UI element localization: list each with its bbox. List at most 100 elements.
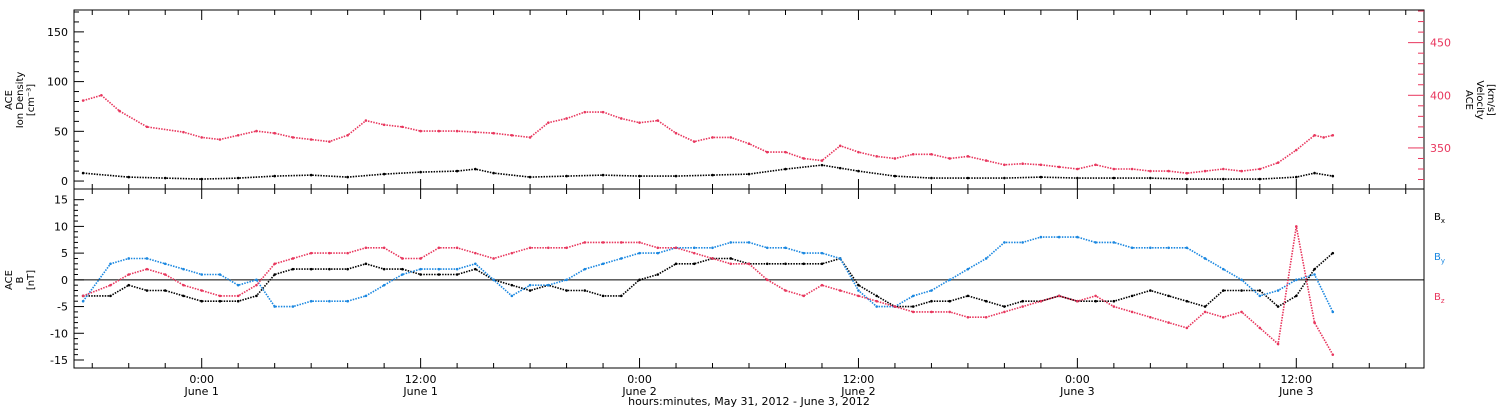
- bz-point: [1313, 321, 1316, 324]
- velocity-point: [875, 155, 879, 158]
- bz-point: [309, 251, 313, 255]
- density-point: [1185, 177, 1189, 181]
- velocity-point: [1240, 169, 1243, 173]
- bx-point: [145, 289, 149, 292]
- by-point: [948, 278, 951, 282]
- velocity-point: [656, 119, 660, 122]
- bz-point: [1185, 326, 1189, 330]
- legend-bz: Bz: [1434, 292, 1445, 305]
- bx-point: [1130, 294, 1134, 298]
- density-point: [1222, 177, 1225, 181]
- by-point: [565, 278, 568, 282]
- date-tick-label: June 2: [621, 385, 656, 398]
- by-point: [273, 305, 276, 308]
- bz-point: [127, 273, 131, 276]
- velocity-point: [309, 138, 313, 141]
- velocity-point: [1149, 169, 1152, 173]
- density-point: [784, 167, 787, 171]
- bx-point: [474, 267, 477, 271]
- field-axis-title-line3: [nT]: [26, 270, 37, 290]
- by-point: [1112, 241, 1116, 244]
- bz-point: [1203, 310, 1207, 314]
- by-point: [200, 273, 204, 276]
- bz-point: [601, 241, 605, 244]
- bz-point: [1112, 305, 1116, 308]
- by-point: [455, 267, 459, 271]
- velocity-point: [291, 136, 295, 139]
- by-point: [510, 294, 514, 298]
- velocity-point: [1222, 167, 1225, 171]
- bz-point: [875, 299, 879, 303]
- velocity-series: [81, 93, 1335, 175]
- bx-point: [200, 299, 204, 303]
- bx-point: [948, 299, 951, 303]
- bx-point: [638, 278, 641, 282]
- density-point: [638, 174, 641, 178]
- bz-point: [638, 241, 641, 244]
- by-trace: [82, 236, 1334, 313]
- density-point: [1258, 177, 1262, 181]
- by-point: [638, 251, 641, 255]
- bz-point: [1276, 342, 1280, 346]
- by-point: [309, 299, 313, 303]
- by-point: [747, 241, 751, 244]
- velocity-point: [455, 129, 459, 133]
- density-tick-label: 100: [47, 76, 68, 89]
- field-axis-ticks: -15 -10 -5 0 5 10 15: [50, 194, 1424, 367]
- bx-point: [1203, 305, 1207, 308]
- bx-point: [1167, 294, 1170, 298]
- bz-point: [528, 246, 532, 250]
- bx-point: [510, 283, 514, 287]
- by-point: [163, 262, 167, 266]
- bx-point: [364, 262, 368, 266]
- velocity-point: [118, 109, 121, 113]
- velocity-point: [1112, 167, 1116, 171]
- bx-point: [656, 273, 660, 276]
- bx-point: [309, 267, 313, 271]
- density-velocity-panel: 0 50 100 150 350 400 450 ACE Ion Density [cm⁻…: [4, 9, 1496, 190]
- by-point: [109, 262, 112, 266]
- bz-point: [1094, 294, 1097, 298]
- by-point: [875, 305, 879, 308]
- velocity-point: [966, 155, 970, 158]
- bz-point: [674, 246, 678, 250]
- velocity-point: [492, 131, 495, 135]
- density-point: [966, 176, 970, 180]
- bz-point: [820, 283, 824, 287]
- velocity-point: [1039, 163, 1043, 167]
- bz-point: [966, 315, 970, 319]
- bz-point: [893, 305, 897, 308]
- by-point: [1331, 310, 1335, 314]
- velocity-point: [81, 99, 85, 102]
- velocity-point: [218, 138, 222, 141]
- velocity-point: [1203, 169, 1207, 173]
- bx-point: [674, 262, 678, 266]
- bx-point: [1276, 305, 1280, 308]
- bz-series: [81, 225, 1335, 356]
- velocity-axis-title-line3: [km/s]: [1485, 84, 1496, 116]
- bz-point: [401, 257, 404, 260]
- velocity-point: [820, 159, 824, 162]
- velocity-point: [382, 123, 386, 127]
- bz-point: [255, 283, 258, 287]
- bx-point: [1149, 289, 1152, 292]
- density-point: [857, 169, 860, 173]
- bx-point: [1240, 289, 1243, 292]
- velocity-point: [729, 136, 733, 139]
- density-point: [1294, 175, 1298, 179]
- by-point: [1294, 278, 1298, 282]
- density-series: [81, 163, 1335, 181]
- by-point: [601, 262, 605, 266]
- bz-point: [291, 257, 295, 260]
- bx-point: [291, 267, 295, 271]
- density-point: [273, 174, 276, 178]
- density-point: [1331, 174, 1335, 178]
- velocity-point: [601, 110, 605, 114]
- by-point: [1167, 246, 1170, 250]
- bx-trace: [83, 252, 1334, 308]
- density-point: [1112, 176, 1116, 180]
- velocity-point: [474, 130, 477, 134]
- velocity-point: [1331, 134, 1335, 137]
- bx-point: [1313, 267, 1316, 271]
- density-point: [1149, 176, 1152, 180]
